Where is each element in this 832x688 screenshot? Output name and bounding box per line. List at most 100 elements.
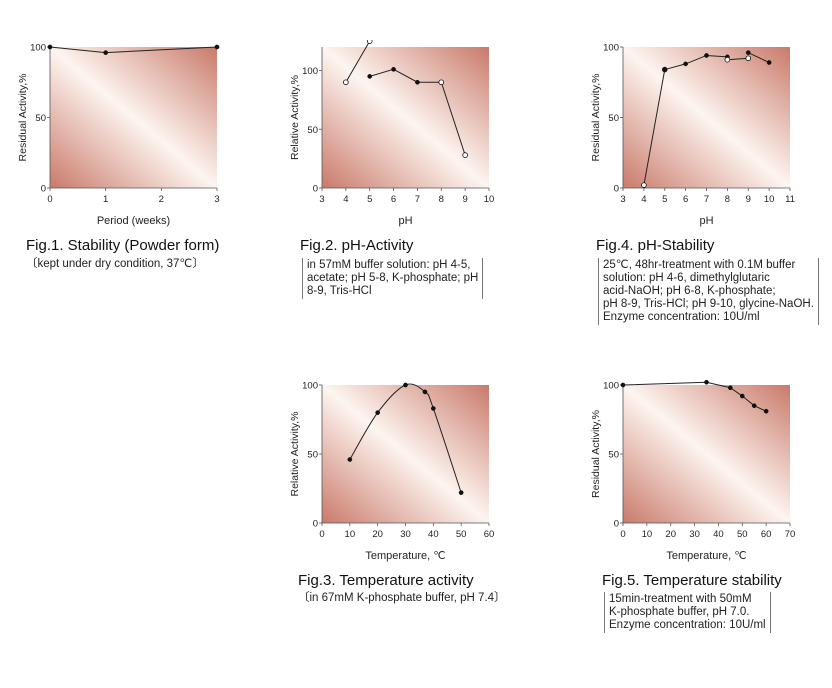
x-tick-label: 9 xyxy=(462,194,467,205)
y-tick-label: 50 xyxy=(608,450,619,461)
data-point xyxy=(415,79,420,85)
x-tick-label: 2 xyxy=(159,194,164,205)
x-tick-label: 20 xyxy=(665,529,676,540)
x-tick-label: 4 xyxy=(343,194,348,205)
x-axis-label: Temperature, ℃ xyxy=(365,550,445,562)
data-point xyxy=(47,44,53,50)
data-point xyxy=(462,152,468,158)
x-tick-label: 1 xyxy=(103,194,108,205)
x-tick-label: 3 xyxy=(620,194,625,205)
y-tick-label: 100 xyxy=(302,66,318,77)
data-point xyxy=(458,490,464,495)
x-tick-label: 6 xyxy=(683,194,688,205)
fig3-chart: 0 10 20 30 40 50 60 0 50 100 Temperature, ℃ Relativ… xyxy=(289,381,495,563)
note-line: solution: pH 4-6, dimethylglutaric xyxy=(603,272,770,284)
fig4-note: 25℃, 48hr-treatment with 0.1M buffer solu… xyxy=(598,258,819,325)
x-tick-label: 7 xyxy=(415,194,420,205)
fig5-chart: 0 10 20 30 40 50 60 70 0 50 100 Temperature, ℃ Resid… xyxy=(590,379,796,562)
plot-area xyxy=(322,385,489,523)
x-tick-label: 50 xyxy=(737,529,748,540)
data-point xyxy=(403,382,408,388)
data-point xyxy=(751,403,757,409)
y-axis-label: Residual Activity,% xyxy=(17,74,29,162)
x-tick-label: 10 xyxy=(484,194,495,205)
note-line: 15min-treatment with 50mM xyxy=(609,593,752,605)
y-tick-label: 50 xyxy=(307,450,318,461)
fig4-caption: Fig.4. pH-Stability xyxy=(596,237,715,254)
x-tick-label: 70 xyxy=(785,529,796,540)
x-axis-label: Period (weeks) xyxy=(97,215,170,227)
x-tick-label: 4 xyxy=(641,194,646,205)
plot-area xyxy=(623,385,790,523)
data-point xyxy=(662,67,668,72)
series-line xyxy=(643,69,666,186)
data-point xyxy=(103,50,109,55)
data-point xyxy=(739,393,745,399)
fig4-chart: 3 4 5 6 7 8 9 10 11 0 50 100 pH Residual Activity,% xyxy=(590,43,795,228)
x-tick-label: 3 xyxy=(319,194,324,205)
series-line xyxy=(369,68,442,83)
fig1-caption: Fig.1. Stability (Powder form) xyxy=(26,237,220,254)
plot-area xyxy=(623,47,790,188)
y-tick-label: 50 xyxy=(608,113,619,124)
data-point xyxy=(366,40,373,44)
x-tick-label: 30 xyxy=(400,529,411,540)
data-point xyxy=(391,66,396,72)
x-tick-label: 40 xyxy=(713,529,724,540)
x-tick-label: 0 xyxy=(620,529,625,540)
x-tick-label: 10 xyxy=(642,529,653,540)
fig1-note: 〔kept under dry condition, 37℃〕 xyxy=(26,258,204,271)
x-tick-label: 3 xyxy=(214,194,219,205)
note-line: 25℃, 48hr-treatment with 0.1M buffer xyxy=(603,259,796,271)
x-tick-label: 11 xyxy=(785,194,795,205)
series-line xyxy=(440,82,466,156)
x-tick-label: 60 xyxy=(484,529,495,540)
note-line: pH 8-9, Tris-HCl; pH 9-10, glycine-NaOH. xyxy=(603,298,814,310)
data-point xyxy=(728,385,733,391)
note-line: 〔kept under dry condition, 37℃〕 xyxy=(26,258,204,270)
data-point xyxy=(641,182,647,188)
y-tick-label: 0 xyxy=(41,184,46,195)
y-tick-label: 0 xyxy=(614,519,619,530)
x-axis-label: pH xyxy=(699,215,713,227)
y-tick-label: 100 xyxy=(603,381,619,392)
x-tick-label: 6 xyxy=(391,194,396,205)
fig5-note: 15min-treatment with 50mM K-phosphate buf… xyxy=(604,592,771,633)
y-tick-label: 0 xyxy=(313,519,318,530)
y-axis-label: Residual Activity,% xyxy=(590,410,602,498)
x-tick-label: 0 xyxy=(47,194,52,205)
y-tick-label: 100 xyxy=(603,43,619,54)
x-tick-label: 9 xyxy=(746,194,751,205)
plot-area xyxy=(322,47,489,188)
fig2-caption: Fig.2. pH-Activity xyxy=(300,237,414,254)
y-tick-label: 0 xyxy=(313,184,318,195)
x-tick-label: 40 xyxy=(428,529,439,540)
data-point xyxy=(367,74,373,79)
plot-area xyxy=(50,47,217,188)
x-tick-label: 7 xyxy=(704,194,709,205)
y-tick-label: 100 xyxy=(30,43,46,54)
data-point xyxy=(704,379,709,385)
fig5-caption: Fig.5. Temperature stability xyxy=(602,572,782,589)
y-tick-label: 100 xyxy=(302,381,318,392)
note-line: acid-NaOH; pH 6-8, K-phosphate; xyxy=(603,285,776,297)
note-line: Enzyme concentration: 10U/ml xyxy=(609,619,766,631)
x-tick-label: 8 xyxy=(725,194,730,205)
data-point xyxy=(430,406,436,411)
x-tick-label: 5 xyxy=(367,194,372,205)
y-axis-label: Residual Activity,% xyxy=(590,74,602,162)
note-line: acetate; pH 5-8, K-phosphate; pH xyxy=(307,272,479,284)
y-axis-label: Relative Activity,% xyxy=(289,75,301,160)
x-axis-label: pH xyxy=(398,215,412,227)
note-line: 〔in 67mM K-phosphate buffer, pH 7.4〕 xyxy=(298,592,506,604)
fig3-caption: Fig.3. Temperature activity xyxy=(298,572,474,589)
x-tick-label: 10 xyxy=(345,529,356,540)
fig1-chart: 0 1 2 3 0 50 100 Period (weeks) Residual Activit… xyxy=(17,43,220,228)
data-point xyxy=(214,44,220,50)
series-line xyxy=(727,57,749,61)
y-tick-label: 0 xyxy=(614,184,619,195)
x-tick-label: 20 xyxy=(372,529,383,540)
data-point xyxy=(347,457,353,462)
